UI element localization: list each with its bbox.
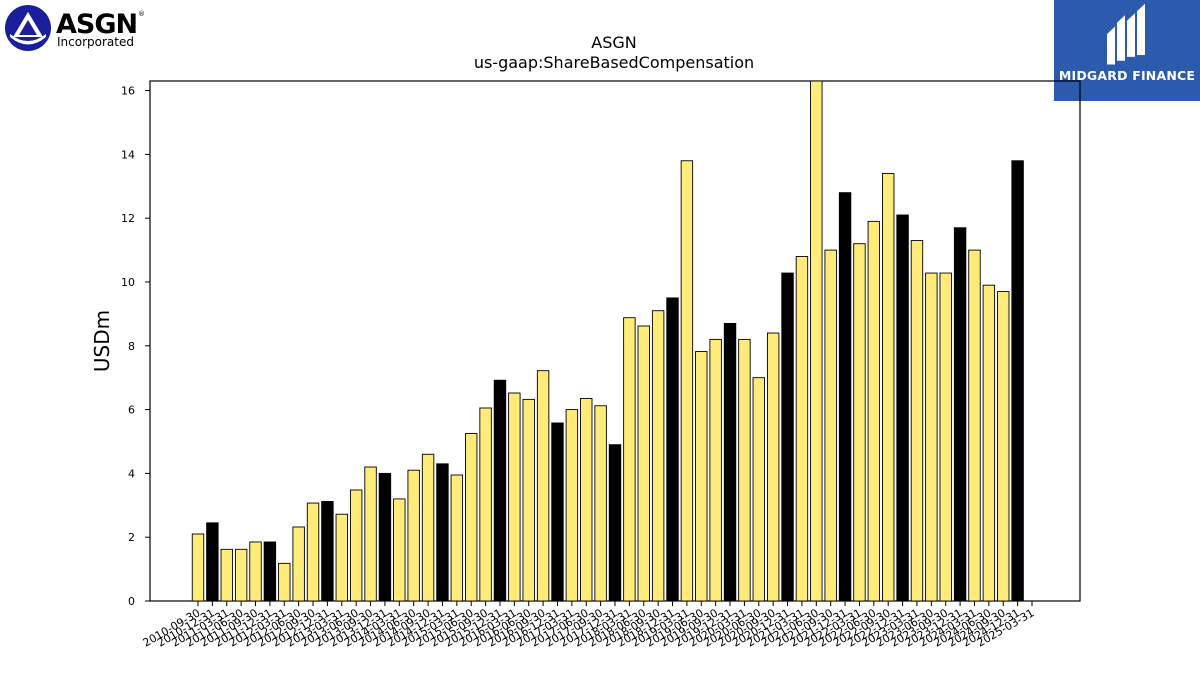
bars-group (191, 80, 1024, 602)
x-axis: 2010-09-302010-12-312011-03-312011-06-30… (141, 601, 1037, 650)
company-name: ASGN (56, 9, 138, 40)
bar-2017-03-31 (565, 409, 579, 602)
bar-2019-03-31 (680, 160, 694, 602)
bar-2016-12-31 (551, 422, 564, 602)
bar-2022-03-31 (853, 243, 866, 602)
bar-2017-09-30 (594, 405, 607, 602)
bar-2021-12-31 (838, 192, 852, 602)
bar-2023-12-31 (953, 227, 967, 602)
bar-2013-03-31 (335, 513, 348, 602)
bar-2014-09-30 (421, 453, 435, 602)
bar-2023-09-30 (939, 272, 952, 602)
bar-2022-12-31 (896, 214, 909, 602)
bar-2021-09-30 (824, 249, 837, 602)
bar-2011-09-30 (249, 541, 262, 602)
y-tick-label: 14 (121, 148, 135, 161)
bar-2012-06-30 (292, 526, 305, 602)
bar-2016-09-30 (536, 370, 550, 602)
bar-2013-06-30 (349, 489, 363, 602)
bar-2011-12-31 (263, 541, 277, 602)
bar-2015-09-30 (479, 407, 492, 602)
bar-2021-06-30 (810, 80, 823, 602)
bar-2020-12-31 (781, 272, 794, 602)
bar-2022-09-30 (882, 173, 895, 602)
bar-2023-03-31 (910, 240, 924, 602)
y-axis: 0 2 4 6 8 10 12 14 16 (121, 85, 150, 608)
bar-2014-03-31 (393, 498, 406, 602)
trademark-mark: ® (138, 10, 145, 18)
bar-2019-06-30 (695, 351, 708, 602)
bar-2023-06-30 (925, 272, 938, 602)
bar-2020-09-30 (766, 332, 780, 602)
y-tick-label: 10 (121, 276, 135, 289)
bar-2011-03-31 (220, 548, 233, 602)
bar-2024-06-30 (982, 284, 996, 602)
asgn-logo: ASGN ® Incorporated (4, 4, 154, 54)
bar-2013-09-30 (364, 466, 377, 602)
bar-2015-06-30 (465, 433, 478, 602)
bar-2016-03-31 (508, 392, 521, 602)
y-tick-label: 0 (128, 595, 135, 608)
y-tick-label: 6 (128, 404, 135, 417)
chart-subtitle: us-gaap:ShareBasedCompensation (474, 53, 754, 72)
y-tick-label: 16 (121, 85, 135, 98)
company-subtitle: Incorporated (57, 35, 134, 49)
bar-2015-03-31 (450, 474, 464, 602)
bar-2022-06-30 (867, 220, 881, 602)
bar-2012-09-30 (306, 502, 320, 602)
y-axis-label: USDm (90, 310, 114, 372)
midgard-finance-badge: MIDGARD FINANCE (1054, 0, 1200, 101)
bar-2024-03-31 (968, 249, 981, 602)
bar-2019-09-30 (709, 338, 722, 602)
chart-title: ASGN (591, 33, 636, 52)
bar-2021-03-31 (795, 256, 809, 602)
badge-label: MIDGARD FINANCE (1058, 68, 1196, 83)
bar-2018-12-31 (666, 297, 679, 602)
bar-2018-03-31 (623, 317, 636, 602)
bar-2019-12-31 (723, 323, 737, 602)
bar-2024-12-31 (1011, 160, 1024, 602)
bar-2017-06-30 (580, 397, 593, 602)
bar-2012-12-31 (321, 501, 334, 602)
bar-2014-12-31 (436, 463, 449, 602)
asgn-logo-icon (5, 5, 51, 51)
bar-2020-06-30 (752, 377, 765, 602)
y-tick-label: 4 (128, 467, 135, 480)
y-tick-label: 2 (128, 531, 135, 544)
bar-2010-12-31 (206, 522, 219, 602)
bar-2024-09-30 (997, 291, 1010, 602)
bar-2015-12-31 (493, 379, 507, 602)
midgard-logo-icon (1107, 3, 1145, 65)
bar-2013-12-31 (378, 472, 392, 602)
bar-2010-09-30 (191, 533, 205, 602)
bar-2020-03-31 (738, 338, 751, 602)
bar-2014-06-30 (407, 469, 420, 602)
y-tick-label: 12 (121, 212, 135, 225)
bar-2012-03-31 (278, 562, 291, 602)
bar-2016-06-30 (522, 398, 535, 602)
bar-2011-06-30 (234, 548, 248, 602)
bar-2018-06-30 (637, 325, 650, 602)
y-tick-label: 8 (128, 340, 135, 353)
bar-2017-12-31 (608, 444, 622, 602)
bar-2018-09-30 (651, 310, 665, 602)
